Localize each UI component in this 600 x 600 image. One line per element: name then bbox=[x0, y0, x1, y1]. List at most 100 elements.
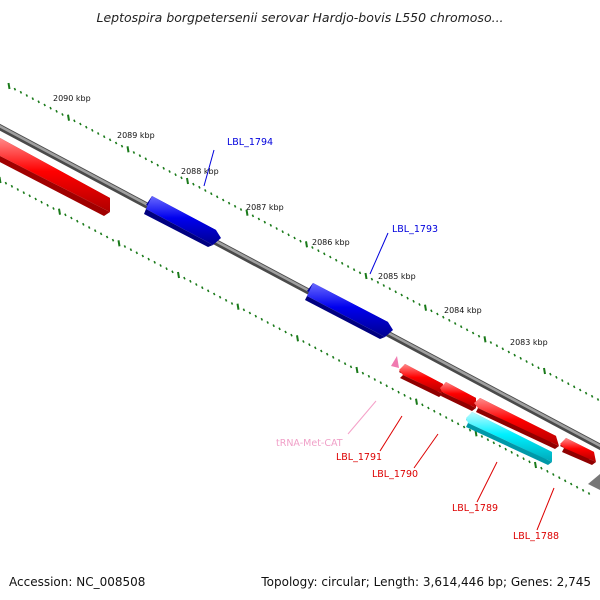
major-tick bbox=[534, 461, 537, 469]
kbp-label-2085: 2085 kbp bbox=[378, 272, 416, 281]
minor-tick bbox=[358, 271, 362, 275]
minor-tick bbox=[513, 353, 516, 357]
minor-tick bbox=[507, 350, 511, 354]
minor-tick bbox=[340, 261, 344, 265]
minor-tick bbox=[403, 393, 406, 397]
minor-tick bbox=[91, 128, 94, 132]
minor-tick bbox=[361, 371, 365, 375]
minor-tick bbox=[204, 189, 207, 192]
minor-tick bbox=[325, 352, 329, 356]
minor-tick bbox=[96, 132, 100, 135]
minor-tick bbox=[251, 214, 255, 218]
minor-tick bbox=[352, 268, 356, 272]
minor-tick bbox=[123, 245, 127, 248]
minor-tick bbox=[391, 387, 394, 391]
minor-tick bbox=[468, 428, 472, 432]
minor-tick bbox=[528, 460, 531, 464]
minor-tick bbox=[46, 203, 49, 207]
feature-labels: LBL_1794 LBL_1793 tRNA-Met-CAT LBL_1791 … bbox=[227, 137, 559, 542]
minor-tick bbox=[174, 173, 177, 177]
minor-tick bbox=[162, 166, 165, 170]
minor-tick bbox=[504, 447, 507, 451]
minor-tick bbox=[373, 378, 377, 381]
kbp-label-2084: 2084 kbp bbox=[444, 306, 482, 315]
minor-tick bbox=[150, 160, 154, 164]
feature-lbl-1788[interactable] bbox=[560, 438, 596, 465]
feature-trna-met-cat[interactable] bbox=[391, 356, 399, 368]
feature-lbl-1791[interactable] bbox=[399, 364, 443, 397]
feature-lbl-1790[interactable] bbox=[440, 382, 476, 411]
feature-cyan-rna[interactable] bbox=[466, 412, 552, 465]
minor-tick bbox=[406, 296, 409, 300]
minor-tick bbox=[64, 213, 67, 217]
minor-tick bbox=[299, 239, 302, 243]
outer-tick-ruler bbox=[7, 82, 600, 401]
minor-tick bbox=[215, 195, 219, 199]
minor-tick bbox=[16, 188, 20, 191]
minor-tick bbox=[397, 390, 400, 394]
minor-tick bbox=[224, 298, 228, 302]
minor-tick bbox=[370, 277, 374, 281]
minor-tick bbox=[486, 438, 490, 442]
kbp-label-2083: 2083 kbp bbox=[510, 338, 548, 347]
minor-tick bbox=[168, 170, 171, 173]
minor-tick bbox=[549, 372, 552, 376]
minor-tick bbox=[192, 182, 195, 186]
label-trna-met-cat: tRNA-Met-CAT bbox=[276, 438, 343, 449]
major-tick bbox=[415, 398, 418, 405]
feature-lbl-1793[interactable] bbox=[305, 283, 393, 339]
minor-tick bbox=[102, 135, 106, 139]
label-lbl-1791: LBL_1791 bbox=[336, 452, 382, 463]
minor-tick bbox=[519, 356, 522, 360]
minor-tick bbox=[73, 119, 76, 123]
minor-tick bbox=[290, 333, 293, 337]
major-tick bbox=[424, 304, 427, 311]
minor-tick bbox=[82, 222, 85, 226]
label-lbl-1790: LBL_1790 bbox=[372, 469, 418, 480]
minor-tick bbox=[221, 198, 225, 202]
minor-tick bbox=[334, 258, 338, 262]
minor-tick bbox=[477, 334, 481, 338]
minor-tick bbox=[87, 226, 91, 229]
minor-tick bbox=[242, 308, 246, 312]
minor-tick bbox=[201, 286, 204, 290]
major-tick bbox=[364, 272, 368, 280]
minor-tick bbox=[442, 315, 445, 319]
feature-lbl-1789[interactable] bbox=[474, 398, 559, 449]
minor-tick bbox=[260, 317, 264, 321]
minor-tick bbox=[584, 391, 588, 395]
minor-tick bbox=[567, 382, 570, 386]
minor-tick bbox=[19, 90, 23, 94]
leader-trna-met-cat bbox=[347, 400, 377, 435]
minor-tick bbox=[329, 255, 332, 259]
major-tick bbox=[7, 82, 11, 90]
minor-tick bbox=[349, 365, 353, 369]
minor-tick bbox=[10, 184, 14, 188]
major-tick bbox=[177, 271, 180, 279]
minor-tick bbox=[227, 201, 231, 205]
feature-unlabeled-left[interactable] bbox=[0, 138, 110, 216]
minor-tick bbox=[79, 122, 82, 126]
minor-tick bbox=[198, 185, 201, 189]
leader-lbl-1791 bbox=[379, 415, 403, 452]
major-tick bbox=[236, 303, 240, 310]
minor-tick bbox=[76, 219, 79, 223]
minor-tick bbox=[120, 144, 124, 148]
genome-summary-text: Topology: circular; Length: 3,614,446 bp… bbox=[261, 575, 591, 589]
minor-tick bbox=[382, 284, 386, 287]
minor-tick bbox=[444, 416, 448, 419]
feature-lbl-1794[interactable] bbox=[144, 196, 221, 247]
leader-lbl-1794 bbox=[203, 149, 215, 187]
minor-tick bbox=[266, 321, 269, 324]
minor-tick bbox=[108, 138, 112, 142]
minor-tick bbox=[308, 343, 311, 347]
minor-tick bbox=[263, 220, 267, 224]
minor-tick bbox=[43, 103, 46, 107]
major-tick bbox=[58, 208, 61, 215]
minor-tick bbox=[412, 299, 415, 303]
minor-tick bbox=[510, 450, 513, 454]
major-tick bbox=[126, 146, 130, 153]
minor-tick bbox=[555, 375, 558, 379]
minor-tick bbox=[388, 287, 392, 291]
major-tick bbox=[245, 209, 249, 216]
